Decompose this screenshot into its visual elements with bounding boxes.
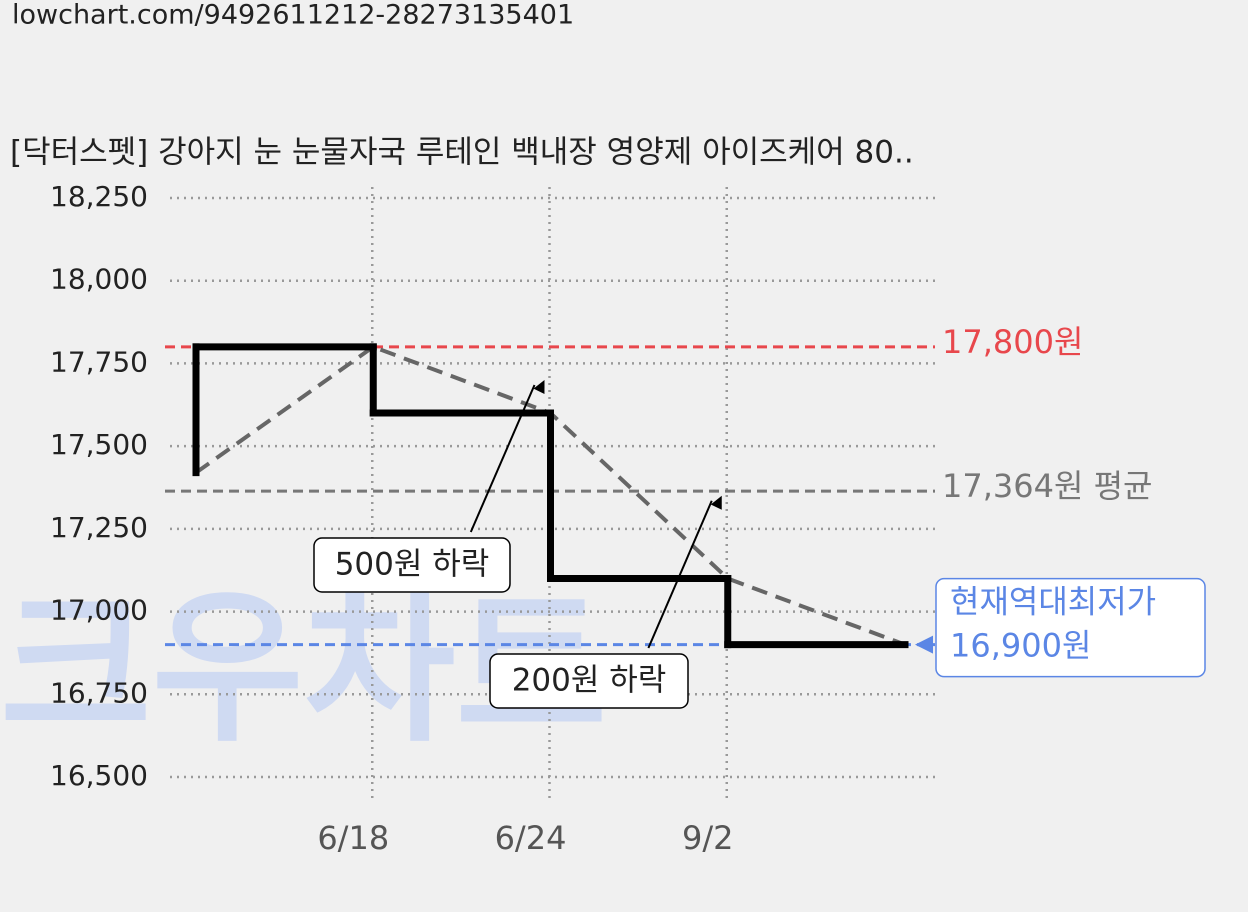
y-tick-label: 17,500	[50, 428, 148, 461]
min-label-value: 16,900원	[950, 627, 1091, 665]
x-tick-label: 6/24	[495, 819, 567, 857]
y-tick-label: 17,250	[50, 511, 148, 544]
reference-label: 17,800원	[942, 323, 1083, 361]
y-tick-label: 16,500	[50, 759, 148, 792]
annotation-arrow	[647, 500, 713, 649]
min-label-title: 현재역대최저가	[950, 583, 1156, 621]
y-tick-label: 16,750	[50, 676, 148, 709]
chart-title: [닥터스펫] 강아지 눈 눈물자국 루테인 백내장 영양제 아이즈케어 80..	[10, 135, 914, 171]
y-tick-label: 18,000	[50, 263, 148, 296]
annotation-box	[313, 537, 511, 593]
min-label-box	[935, 577, 1206, 678]
y-tick-label: 18,250	[50, 180, 148, 213]
annotation-arrowhead	[533, 379, 545, 394]
x-tick-label: 6/18	[317, 819, 389, 857]
x-tick-label: 9/2	[682, 819, 734, 857]
annotation-text: 500원 하락	[335, 547, 490, 583]
source-url: lowchart.com/9492611212-28273135401	[12, 0, 574, 31]
y-tick-label: 17,750	[50, 345, 148, 378]
reference-label: 17,364원 평균	[942, 467, 1152, 505]
annotation-box	[489, 653, 689, 709]
annotation-arrow	[469, 384, 536, 533]
min-arrow	[915, 635, 933, 654]
annotation-text: 200원 하락	[512, 663, 667, 699]
y-tick-label: 17,000	[50, 594, 148, 627]
annotation-arrowhead	[710, 495, 722, 510]
